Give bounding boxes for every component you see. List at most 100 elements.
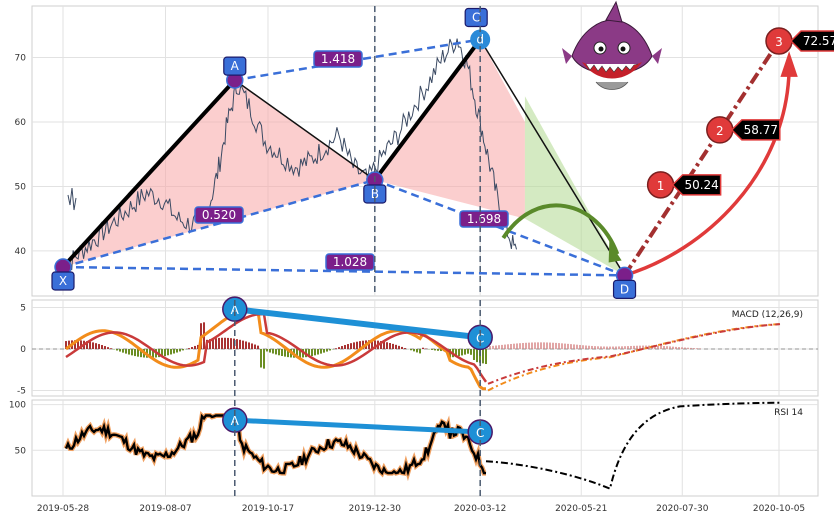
target-value-badge bbox=[789, 30, 834, 52]
macd-bar bbox=[329, 349, 331, 351]
macd-bar bbox=[137, 349, 139, 357]
macd-bar bbox=[335, 348, 337, 349]
macd-bar bbox=[98, 344, 100, 349]
macd-projection-bar bbox=[630, 345, 632, 349]
macd-bar bbox=[422, 347, 424, 349]
macd-bar bbox=[89, 341, 91, 349]
macd-bar bbox=[314, 349, 316, 356]
pattern-leg bbox=[61, 78, 237, 269]
macd-bar bbox=[221, 337, 223, 349]
macd-bar bbox=[419, 349, 421, 354]
pattern-point-label: X bbox=[59, 274, 67, 288]
macd-bar bbox=[131, 349, 133, 356]
y-tick-label: -5 bbox=[17, 387, 26, 397]
macd-projection-bar bbox=[549, 342, 551, 349]
macd-bar bbox=[164, 349, 166, 357]
macd-bar bbox=[95, 343, 97, 349]
macd-bar bbox=[470, 349, 472, 355]
macd-bar bbox=[461, 349, 463, 356]
target-curve-head bbox=[780, 51, 798, 77]
macd-bar bbox=[254, 344, 256, 349]
ratio-badge bbox=[325, 253, 375, 271]
pattern-leg bbox=[234, 79, 376, 181]
ratio-label: 1.698 bbox=[467, 212, 501, 226]
macd-bar bbox=[380, 341, 382, 349]
y-tick-label: 5 bbox=[20, 304, 26, 314]
macd-bar bbox=[368, 340, 370, 349]
macd-bar bbox=[209, 339, 211, 349]
macd-projection-bar bbox=[624, 346, 626, 349]
pattern-connector bbox=[62, 265, 625, 277]
macd-bar bbox=[476, 349, 478, 363]
macd-projection-bar bbox=[615, 346, 617, 349]
macd-bar bbox=[104, 346, 106, 349]
macd-projection-bar bbox=[612, 346, 614, 349]
x-tick-label: 2019-08-07 bbox=[139, 504, 191, 514]
macd-bar bbox=[152, 349, 154, 358]
macd-projection-bar bbox=[663, 346, 665, 349]
macd-bar bbox=[353, 342, 355, 349]
macd-bar bbox=[176, 349, 178, 353]
macd-bar bbox=[92, 342, 94, 349]
macd-bar bbox=[458, 349, 460, 357]
macd-projection-bar bbox=[657, 345, 659, 349]
macd-bar bbox=[275, 349, 277, 355]
macd-bar bbox=[434, 349, 436, 351]
macd-bar bbox=[110, 348, 112, 349]
macd-bar bbox=[119, 349, 121, 352]
target-curve bbox=[624, 70, 791, 278]
bcd-triangle bbox=[374, 39, 525, 219]
y-tick-label: 50 bbox=[15, 182, 27, 192]
macd-projection-bar bbox=[600, 346, 602, 349]
macd-bar bbox=[473, 349, 475, 360]
macd-bar bbox=[107, 347, 109, 349]
macd-bar bbox=[371, 340, 373, 349]
macd-projection-bar bbox=[525, 342, 527, 349]
macd-projection-bar bbox=[546, 342, 548, 349]
macd-projection-bar bbox=[687, 347, 689, 349]
pattern-point-badge bbox=[464, 7, 488, 28]
macd-bar bbox=[362, 340, 364, 349]
macd-bar bbox=[281, 349, 283, 357]
macd-projection-bar bbox=[639, 345, 641, 349]
macd-bar bbox=[320, 349, 322, 354]
target-value: 50.24 bbox=[684, 178, 718, 192]
rsi-divergence-line bbox=[234, 417, 481, 435]
macd-projection-bar bbox=[558, 343, 560, 349]
target-value: 58.77 bbox=[744, 123, 778, 137]
macd-projection-bar bbox=[627, 346, 629, 349]
macd-signal-projection-line bbox=[487, 323, 781, 385]
macd-projection-bar bbox=[573, 344, 575, 349]
macd-bar bbox=[77, 340, 79, 349]
projection-arrow bbox=[501, 203, 620, 255]
y-tick-label: 0 bbox=[20, 345, 26, 355]
pattern-leg bbox=[479, 39, 626, 276]
y-tick-label: 100 bbox=[9, 401, 26, 411]
macd-bar bbox=[170, 349, 172, 355]
macd-bar bbox=[230, 338, 232, 349]
pattern-lines bbox=[61, 38, 798, 278]
macd-bar bbox=[212, 338, 214, 349]
macd-projection-bar bbox=[675, 346, 677, 349]
macd-projection-bar bbox=[618, 346, 620, 349]
macd-bar bbox=[248, 342, 250, 349]
macd-projection-bar bbox=[582, 345, 584, 349]
pattern-point-label: C bbox=[472, 11, 480, 25]
x-tick-label: 2019-10-17 bbox=[242, 504, 294, 514]
macd-bar bbox=[227, 337, 229, 349]
macd-projection-bar bbox=[489, 346, 491, 349]
target-value: 72.57 bbox=[803, 34, 834, 48]
macd-projection-bar bbox=[498, 345, 500, 349]
target-line bbox=[622, 39, 781, 277]
macd-projection-bar bbox=[669, 346, 671, 349]
pattern-point-label: D bbox=[620, 282, 629, 296]
macd-projection-bar bbox=[693, 348, 695, 349]
macd-projection-bar bbox=[609, 346, 611, 349]
ratio-label: 1.418 bbox=[321, 52, 355, 66]
macd-projection-bar bbox=[660, 345, 662, 349]
macd-projection-bar bbox=[504, 344, 506, 349]
pattern-point-badge bbox=[363, 184, 387, 204]
ratio-label: 1.028 bbox=[333, 255, 367, 269]
macd-projection-bar bbox=[594, 346, 596, 349]
